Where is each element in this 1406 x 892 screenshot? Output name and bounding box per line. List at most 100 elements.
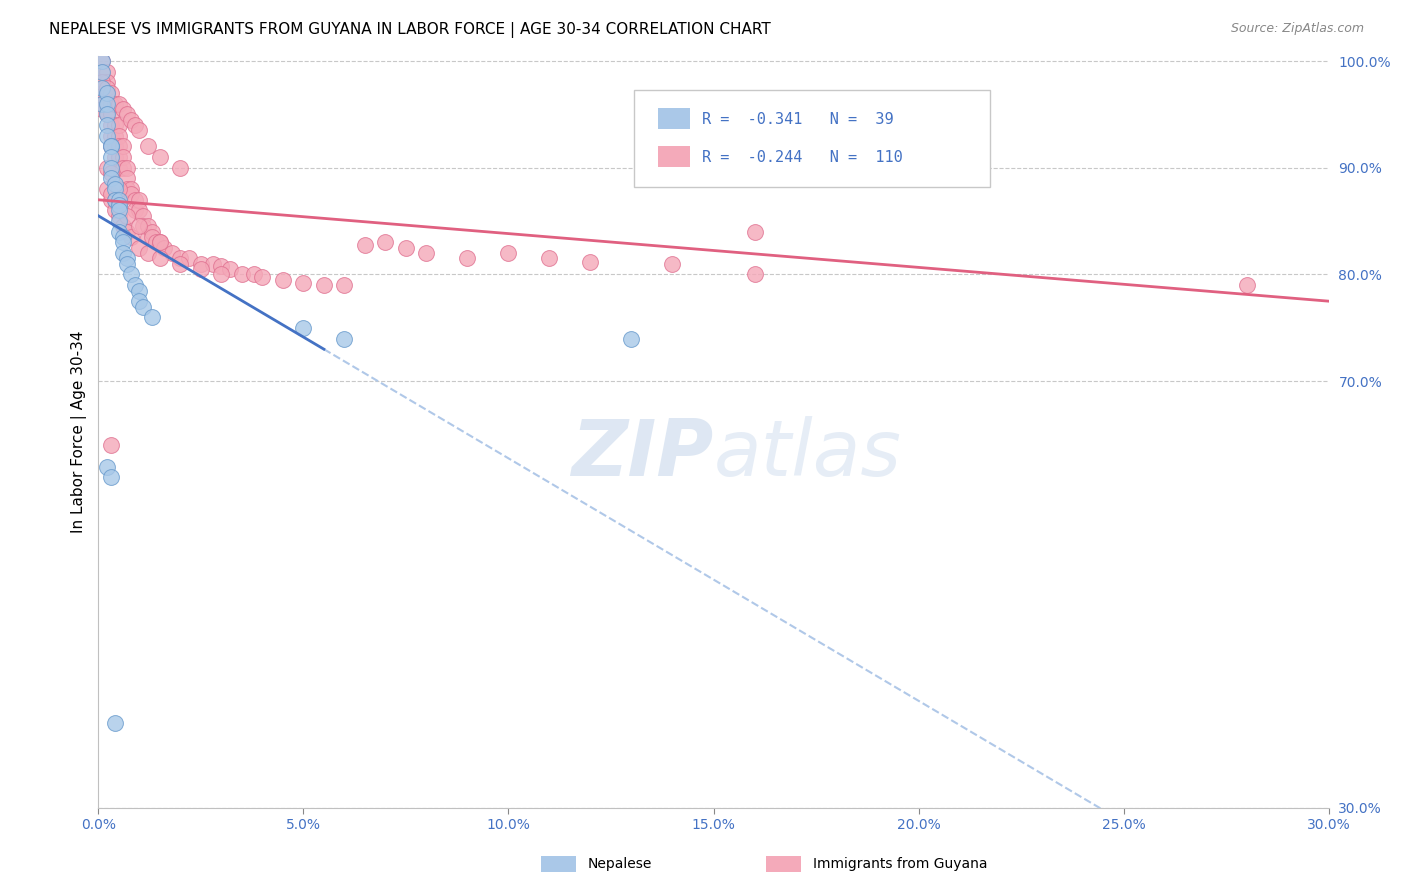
Point	[153, 241, 176, 255]
Point	[104, 150, 127, 164]
Point	[108, 198, 131, 212]
Point	[160, 246, 183, 260]
Point	[104, 715, 127, 730]
Point	[96, 96, 118, 111]
Point	[128, 123, 150, 137]
Point	[100, 139, 122, 153]
Point	[96, 86, 118, 100]
Point	[498, 246, 520, 260]
Point	[124, 118, 146, 132]
Point	[100, 107, 122, 121]
Point	[108, 193, 131, 207]
Point	[108, 225, 131, 239]
Point	[132, 300, 155, 314]
Point	[312, 278, 335, 293]
Point	[100, 139, 122, 153]
Point	[128, 219, 150, 234]
Point	[91, 96, 114, 111]
Point	[141, 225, 163, 239]
Point	[100, 166, 122, 180]
Point	[100, 187, 122, 202]
Point	[354, 237, 377, 252]
Point	[96, 64, 118, 78]
Point	[100, 470, 122, 484]
Point	[96, 107, 118, 121]
Text: R =  -0.244   N =  110: R = -0.244 N = 110	[703, 150, 903, 165]
Point	[115, 257, 138, 271]
Point	[111, 150, 134, 164]
Point	[132, 209, 155, 223]
Point	[169, 257, 191, 271]
Point	[104, 177, 127, 191]
Point	[374, 235, 396, 250]
Text: Immigrants from Guyana: Immigrants from Guyana	[813, 857, 987, 871]
Point	[100, 96, 122, 111]
Text: NEPALESE VS IMMIGRANTS FROM GUYANA IN LABOR FORCE | AGE 30-34 CORRELATION CHART: NEPALESE VS IMMIGRANTS FROM GUYANA IN LA…	[49, 22, 770, 38]
Text: ZIP: ZIP	[571, 417, 713, 492]
Point	[96, 80, 118, 95]
Point	[149, 235, 172, 250]
Point	[124, 193, 146, 207]
Point	[91, 54, 114, 69]
Point	[169, 161, 191, 175]
Point	[209, 268, 232, 282]
Point	[190, 257, 212, 271]
Point	[141, 310, 163, 325]
Point	[111, 230, 134, 244]
Point	[108, 161, 131, 175]
Point	[96, 161, 118, 175]
Point	[243, 268, 266, 282]
Point	[115, 182, 138, 196]
Point	[111, 219, 134, 234]
Point	[415, 246, 437, 260]
Point	[104, 96, 127, 111]
Text: Source: ZipAtlas.com: Source: ZipAtlas.com	[1230, 22, 1364, 36]
Point	[128, 284, 150, 298]
Point	[91, 75, 114, 89]
Point	[136, 230, 159, 244]
Point	[149, 252, 172, 266]
FancyBboxPatch shape	[634, 89, 990, 187]
Point	[111, 246, 134, 260]
Point	[620, 332, 643, 346]
Point	[120, 112, 142, 127]
Point	[333, 278, 356, 293]
Point	[169, 252, 191, 266]
Point	[177, 252, 200, 266]
Point	[108, 203, 131, 218]
Point	[100, 118, 122, 132]
FancyBboxPatch shape	[658, 108, 690, 129]
Text: R =  -0.341   N =  39: R = -0.341 N = 39	[703, 112, 894, 128]
Point	[104, 203, 127, 218]
Point	[145, 235, 167, 250]
Point	[96, 75, 118, 89]
Point	[149, 235, 172, 250]
Point	[124, 203, 146, 218]
Point	[111, 102, 134, 116]
Point	[96, 128, 118, 143]
Point	[108, 139, 131, 153]
Point	[91, 54, 114, 69]
Point	[104, 193, 127, 207]
Point	[292, 321, 315, 335]
Point	[111, 161, 134, 175]
Point	[104, 193, 127, 207]
Point	[91, 102, 114, 116]
Point	[115, 225, 138, 239]
Point	[128, 294, 150, 309]
Point	[108, 96, 131, 111]
Point	[91, 80, 114, 95]
Point	[91, 64, 114, 78]
Point	[108, 150, 131, 164]
Point	[136, 219, 159, 234]
Point	[111, 235, 134, 250]
Point	[111, 139, 134, 153]
Point	[100, 139, 122, 153]
Point	[744, 225, 766, 239]
Point	[96, 459, 118, 474]
Point	[96, 118, 118, 132]
Text: atlas: atlas	[713, 417, 901, 492]
Point	[395, 241, 418, 255]
Point	[661, 257, 683, 271]
Point	[744, 268, 766, 282]
